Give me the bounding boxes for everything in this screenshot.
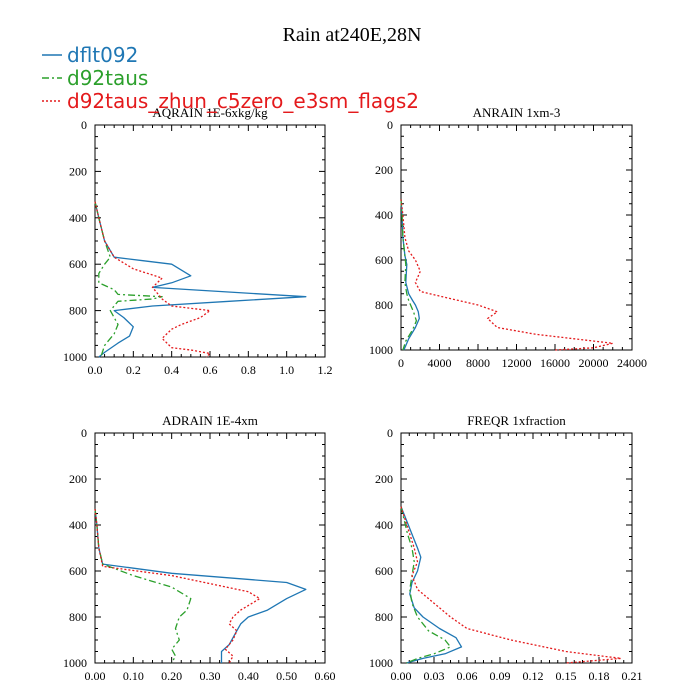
- y-tick-label: 400: [375, 518, 393, 532]
- y-tick-label: 0: [387, 118, 393, 132]
- x-tick-label: 0.21: [622, 669, 643, 683]
- panel-title: ANRAIN 1xm-3: [473, 105, 561, 120]
- panel-title: ADRAIN 1E-4xm: [162, 413, 258, 428]
- y-tick-label: 0: [387, 426, 393, 440]
- x-tick-label: 0.00: [85, 669, 106, 683]
- x-tick-label: 0.0: [88, 363, 103, 377]
- legend-item: d92taus: [42, 66, 148, 90]
- plot-frame: [400, 124, 633, 351]
- series-line-d92taus_zhun_c5zero_e3sm_flags2: [400, 199, 614, 351]
- panel-2: ANRAIN 1xm-3 0 200 400 600 800 1000 0 4000 8000 12…: [369, 105, 647, 370]
- y-tick-label: 800: [375, 298, 393, 312]
- y-tick-label: 600: [375, 564, 393, 578]
- x-tick-label: 0: [398, 356, 404, 370]
- plot-frame: [400, 432, 633, 664]
- y-tick-label: 400: [69, 211, 87, 225]
- y-tick-label: 200: [69, 164, 87, 178]
- y-tick-label: 400: [69, 518, 87, 532]
- y-tick-label: 0: [81, 426, 87, 440]
- plot-frame: [94, 124, 326, 358]
- y-tick-label: 200: [375, 472, 393, 486]
- x-tick-label: 0.60: [315, 669, 336, 683]
- y-tick-label: 200: [69, 472, 87, 486]
- x-tick-label: 8000: [466, 356, 490, 370]
- y-tick-label: 600: [375, 253, 393, 267]
- x-tick-label: 0.4: [164, 363, 179, 377]
- y-tick-label: 400: [375, 208, 393, 222]
- series-line-d92taus: [400, 199, 418, 351]
- x-tick-label: 0.06: [457, 669, 478, 683]
- x-tick-label: 0.00: [391, 669, 412, 683]
- series-line-d92taus_zhun_c5zero_e3sm_flags2: [400, 506, 622, 664]
- x-tick-label: 0.15: [556, 669, 577, 683]
- series-line-d92taus_zhun_c5zero_e3sm_flags2: [94, 508, 261, 664]
- legend-label: dflt092: [67, 43, 138, 67]
- series-line-d92taus: [400, 506, 452, 664]
- y-tick-label: 600: [69, 564, 87, 578]
- x-tick-label: 20000: [579, 356, 609, 370]
- x-tick-label: 1.2: [318, 363, 333, 377]
- y-tick-label: 800: [69, 304, 87, 318]
- legend-item: dflt092: [42, 43, 138, 67]
- y-tick-label: 0: [81, 118, 87, 132]
- panel-title: FREQR 1xfraction: [467, 413, 566, 428]
- legend-item: d92taus_zhun_c5zero_e3sm_flags2: [42, 89, 419, 113]
- panel-title: AQRAIN 1E-6xkg/kg: [152, 105, 268, 120]
- x-tick-label: 1.0: [279, 363, 294, 377]
- x-tick-label: 0.09: [490, 669, 511, 683]
- x-tick-label: 12000: [502, 356, 532, 370]
- series-line-d92taus: [94, 201, 163, 358]
- figure-title: Rain at240E,28N: [283, 24, 422, 46]
- x-tick-label: 16000: [540, 356, 570, 370]
- y-tick-label: 1000: [63, 350, 87, 364]
- series-line-dflt092: [94, 508, 307, 663]
- x-tick-label: 0.03: [424, 669, 445, 683]
- legend-label: d92taus_zhun_c5zero_e3sm_flags2: [67, 89, 419, 113]
- x-tick-label: 0.12: [523, 669, 544, 683]
- series-line-d92taus: [94, 508, 192, 664]
- y-tick-label: 800: [375, 610, 393, 624]
- legend-label: d92taus: [67, 66, 148, 90]
- series-line-d92taus_zhun_c5zero_e3sm_flags2: [94, 201, 211, 358]
- plot-frame: [94, 432, 326, 664]
- x-tick-label: 0.30: [200, 669, 221, 683]
- y-tick-label: 600: [69, 257, 87, 271]
- y-tick-label: 1000: [369, 656, 393, 670]
- y-tick-label: 1000: [63, 656, 87, 670]
- x-tick-label: 4000: [428, 356, 452, 370]
- x-tick-label: 0.20: [161, 669, 182, 683]
- legend: dflt092d92tausd92taus_zhun_c5zero_e3sm_f…: [42, 43, 419, 113]
- y-tick-label: 800: [69, 610, 87, 624]
- x-tick-label: 0.10: [123, 669, 144, 683]
- x-tick-label: 0.6: [203, 363, 218, 377]
- x-tick-label: 0.8: [241, 363, 256, 377]
- y-tick-label: 200: [375, 163, 393, 177]
- series-line-dflt092: [94, 201, 307, 358]
- x-tick-label: 0.40: [238, 669, 259, 683]
- x-tick-label: 24000: [617, 356, 647, 370]
- y-tick-label: 1000: [369, 343, 393, 357]
- x-tick-label: 0.2: [126, 363, 141, 377]
- x-tick-label: 0.50: [276, 669, 297, 683]
- x-tick-label: 0.18: [589, 669, 610, 683]
